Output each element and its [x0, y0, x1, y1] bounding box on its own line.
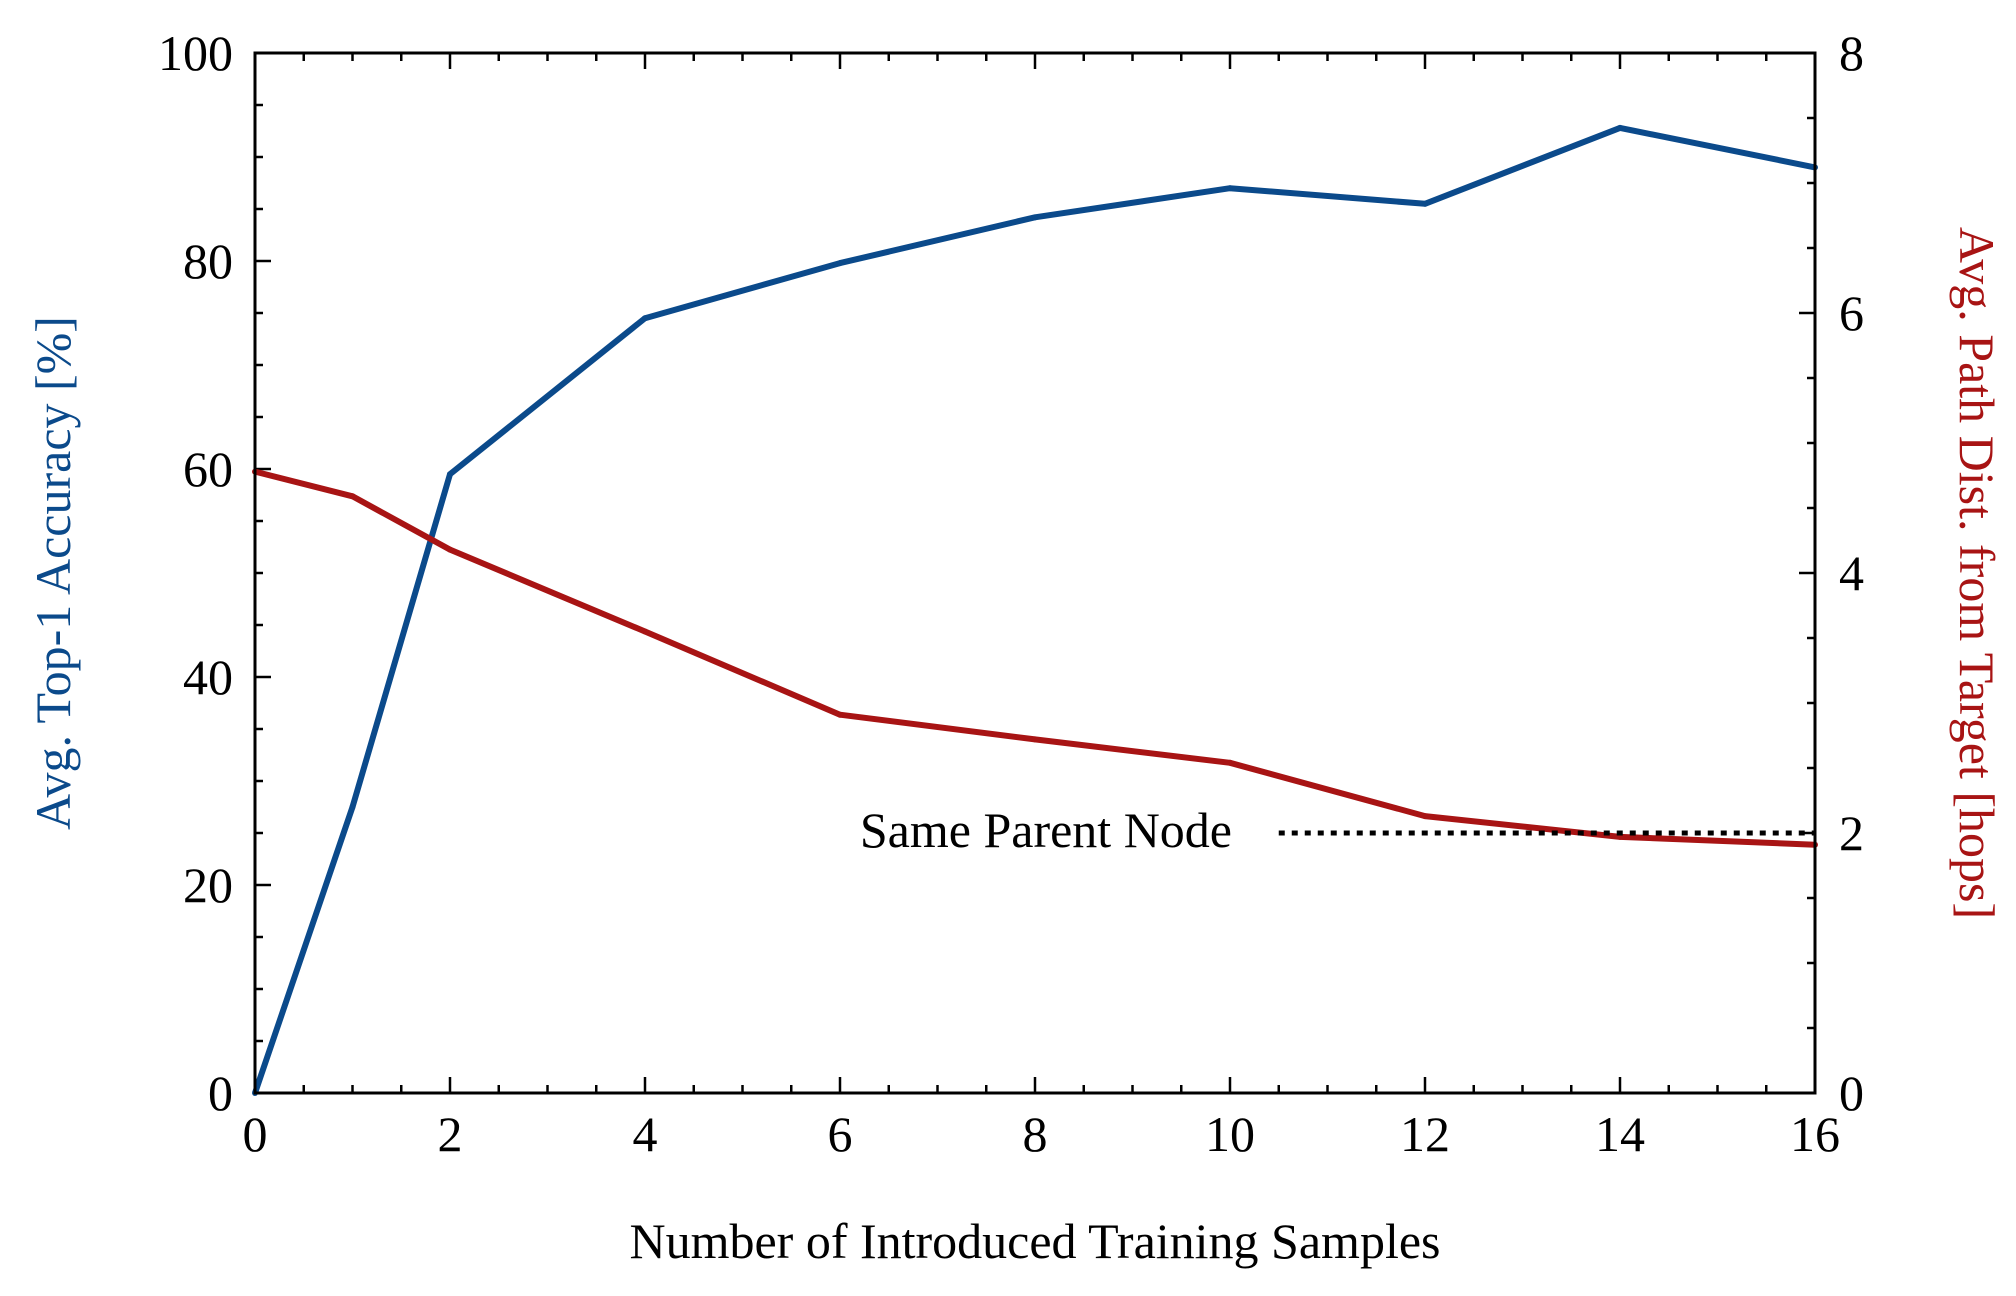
x-axis-title: Number of Introduced Training Samples — [629, 1213, 1440, 1269]
y-left-tick-label: 20 — [183, 857, 233, 913]
accuracy-point — [642, 315, 648, 322]
accuracy-point — [1227, 185, 1233, 192]
x-tick-label: 10 — [1205, 1106, 1255, 1162]
y-right-tick-label: 0 — [1839, 1065, 1864, 1121]
accuracy-point — [447, 471, 453, 478]
y-right-tick-label: 8 — [1839, 25, 1864, 81]
reference-line-label: Same Parent Node — [860, 802, 1232, 858]
x-tick-label: 2 — [438, 1106, 463, 1162]
y-right-tick-label: 4 — [1839, 545, 1864, 601]
accuracy-point — [1032, 214, 1038, 221]
path-distance-point — [1032, 736, 1038, 743]
path-distance-point — [1422, 813, 1428, 820]
accuracy-point — [1617, 124, 1623, 131]
x-tick-label: 16 — [1790, 1106, 1840, 1162]
x-tick-label: 14 — [1595, 1106, 1645, 1162]
y-right-tick-label: 2 — [1839, 805, 1864, 861]
path-distance-point — [447, 546, 453, 553]
x-tick-label: 8 — [1023, 1106, 1048, 1162]
path-distance-point — [837, 711, 843, 718]
y-right-tick-label: 6 — [1839, 285, 1864, 341]
y-right-axis-title: Avg. Path Dist. from Target [hops] — [1949, 227, 2005, 919]
accuracy-point — [349, 804, 356, 810]
accuracy-point — [837, 260, 843, 267]
path-distance-point — [1227, 759, 1233, 766]
path-distance-series-line — [254, 468, 1816, 848]
x-tick-label: 12 — [1400, 1106, 1450, 1162]
ticks-layer — [253, 51, 1817, 1095]
y-left-tick-label: 80 — [183, 233, 233, 289]
x-tick-label: 4 — [633, 1106, 658, 1162]
y-left-tick-label: 0 — [208, 1065, 233, 1121]
accuracy-series-line — [252, 124, 1816, 1094]
y-left-tick-label: 40 — [183, 649, 233, 705]
y-left-tick-label: 100 — [158, 25, 233, 81]
plot-frame — [253, 51, 1817, 1095]
y-left-axis-title: Avg. Top-1 Accuracy [%] — [25, 316, 81, 830]
series-layer — [252, 124, 1818, 1096]
x-tick-label: 6 — [828, 1106, 853, 1162]
path-distance-point — [642, 628, 648, 635]
accuracy-point — [1422, 200, 1428, 207]
path-distance-point — [349, 493, 356, 500]
y-left-tick-label: 60 — [183, 441, 233, 497]
x-tick-label: 0 — [243, 1106, 268, 1162]
